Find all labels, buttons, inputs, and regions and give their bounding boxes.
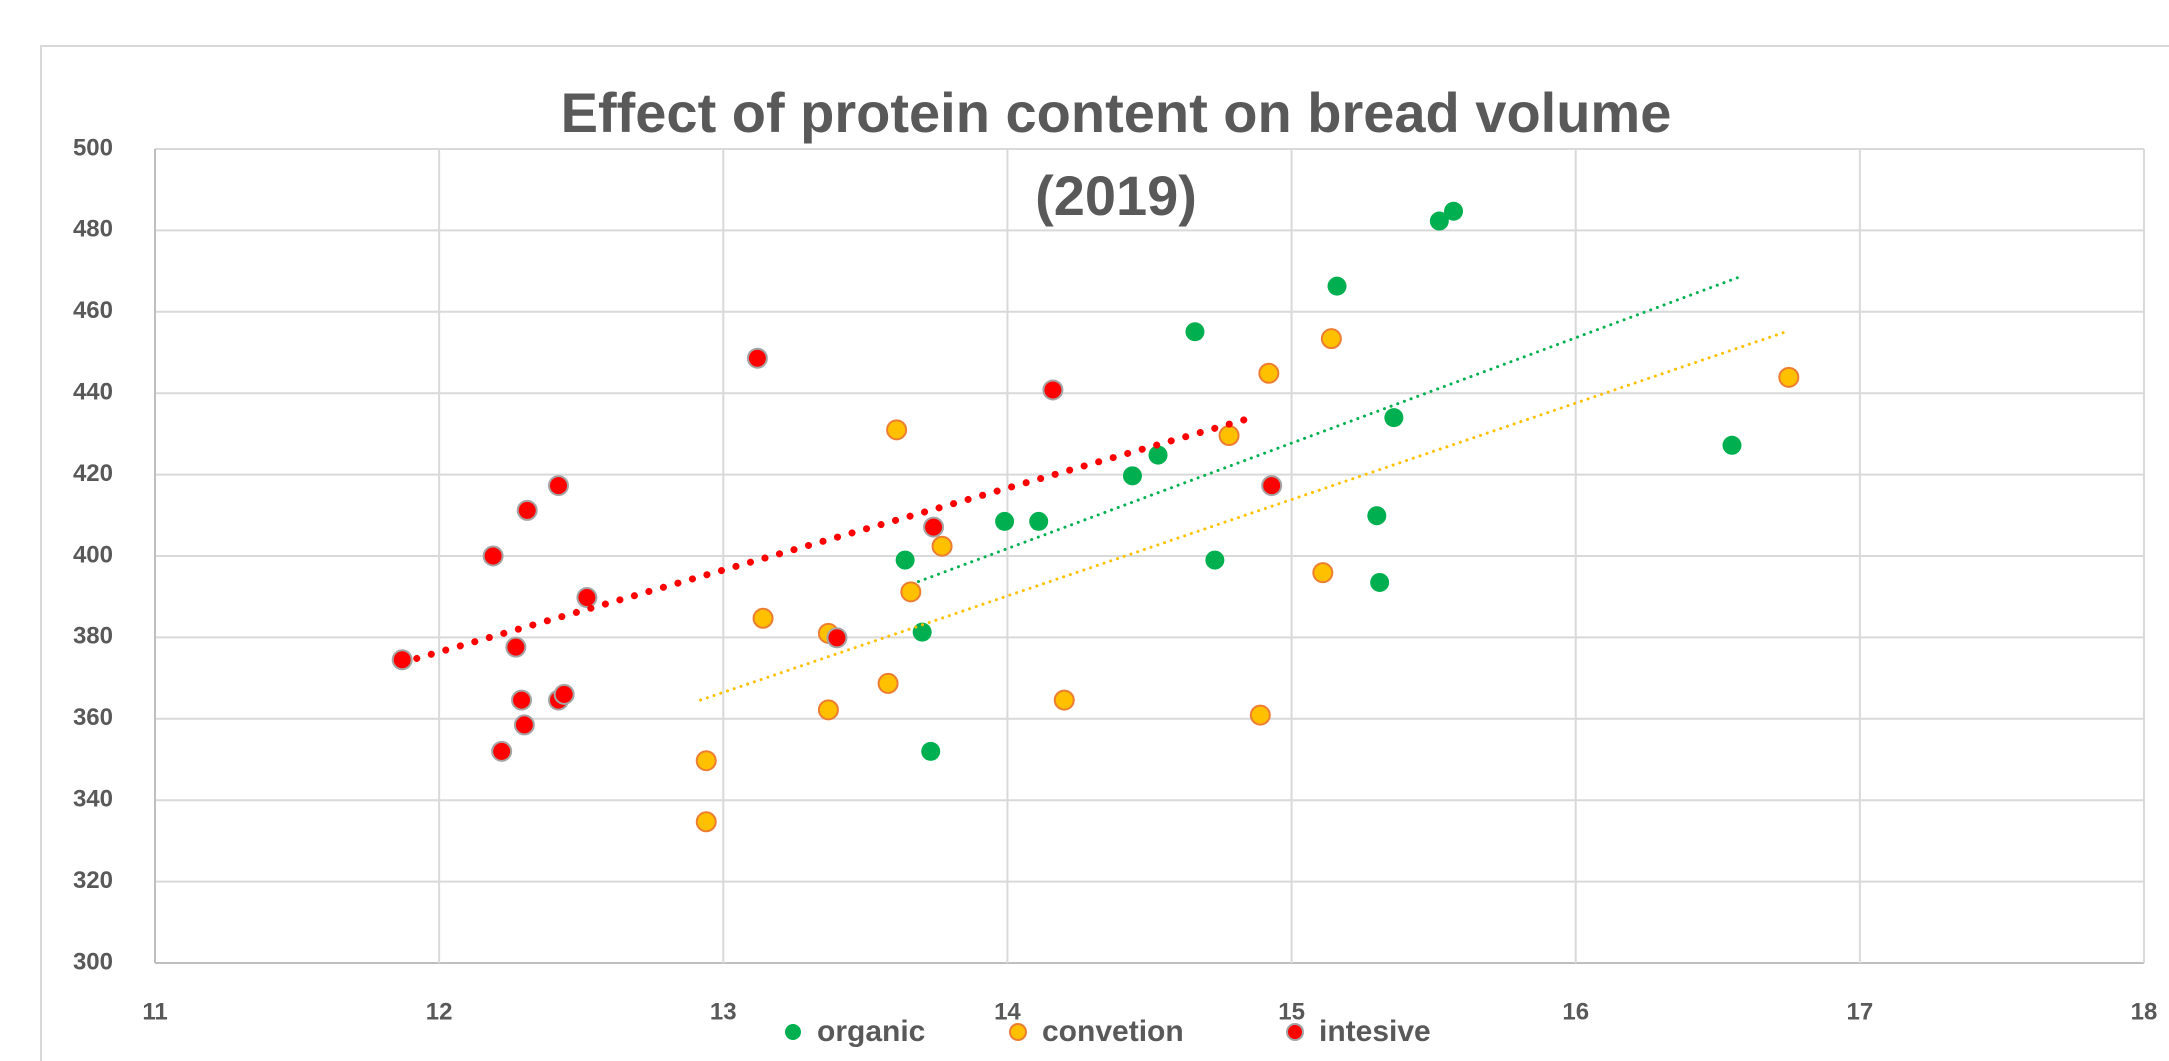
point	[895, 550, 915, 570]
point	[1029, 511, 1049, 531]
x-tick-label: 14	[994, 998, 1021, 1025]
x-tick-label: 12	[426, 998, 453, 1025]
point	[1367, 506, 1387, 526]
x-tick-label: 18	[2131, 998, 2158, 1025]
chart-border	[40, 45, 2169, 1061]
y-tick-label: 360	[73, 704, 113, 731]
point	[752, 607, 774, 629]
x-tick-label: 15	[1278, 998, 1305, 1025]
point	[1778, 366, 1800, 388]
point	[1205, 550, 1225, 570]
trendline	[398, 412, 1261, 667]
point	[877, 672, 899, 694]
point	[921, 741, 941, 761]
point	[912, 622, 932, 642]
x-tick-label: 16	[1562, 998, 1589, 1025]
y-tick-label: 480	[73, 216, 113, 243]
point	[1444, 201, 1464, 221]
point	[826, 627, 848, 649]
point	[1258, 362, 1280, 384]
point	[553, 683, 575, 705]
y-tick-label: 500	[73, 134, 113, 161]
point	[900, 581, 922, 603]
point	[482, 545, 504, 567]
point	[513, 714, 535, 736]
y-tick-label: 340	[73, 786, 113, 813]
trendline	[699, 330, 1788, 702]
point	[576, 587, 598, 609]
legend-marker	[785, 1024, 801, 1040]
y-tick-label: 300	[73, 948, 113, 975]
point	[1218, 425, 1240, 447]
point	[995, 511, 1015, 531]
point	[516, 499, 538, 521]
point	[1327, 276, 1347, 296]
point	[1312, 562, 1334, 584]
point	[1249, 704, 1271, 726]
point	[547, 475, 569, 497]
x-tick-label: 17	[1847, 998, 1874, 1025]
point	[1320, 328, 1342, 350]
point	[1722, 435, 1742, 455]
x-tick-label: 11	[142, 998, 167, 1025]
point	[511, 689, 533, 711]
point	[695, 750, 717, 772]
point	[1384, 408, 1404, 428]
point	[1042, 379, 1064, 401]
y-tick-label: 460	[73, 297, 113, 324]
point	[1148, 445, 1168, 465]
legend-label: organic	[817, 1015, 925, 1048]
point	[1185, 322, 1205, 342]
point	[931, 535, 953, 557]
chart-title: Effect of protein content on bread volum…	[561, 81, 1672, 144]
point	[505, 636, 527, 658]
y-tick-label: 400	[73, 541, 113, 568]
legend-marker	[1009, 1023, 1027, 1041]
legend-marker	[1286, 1023, 1304, 1041]
point	[817, 699, 839, 721]
y-tick-label: 380	[73, 623, 113, 650]
point	[1370, 572, 1390, 592]
trendline	[903, 276, 1740, 589]
point	[746, 347, 768, 369]
point	[695, 811, 717, 833]
y-tick-label: 320	[73, 867, 113, 894]
x-tick-label: 13	[710, 998, 737, 1025]
point	[923, 516, 945, 538]
legend-label: convetion	[1042, 1015, 1184, 1048]
point	[1122, 466, 1142, 486]
point	[491, 740, 513, 762]
y-tick-label: 420	[73, 460, 113, 487]
point	[1053, 689, 1075, 711]
point	[1429, 211, 1449, 231]
point	[886, 419, 908, 441]
legend-label: intesive	[1319, 1015, 1431, 1048]
point	[1261, 475, 1283, 497]
y-tick-label: 440	[73, 379, 113, 406]
chart-title: (2019)	[1035, 164, 1197, 227]
